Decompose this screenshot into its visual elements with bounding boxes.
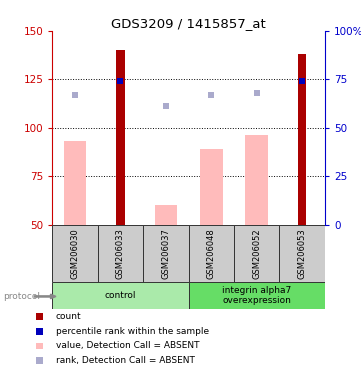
Text: GSM206048: GSM206048 <box>207 228 216 279</box>
Text: protocol: protocol <box>4 292 40 301</box>
Bar <box>52 225 98 282</box>
Bar <box>298 54 306 225</box>
Text: GSM206052: GSM206052 <box>252 228 261 279</box>
Bar <box>189 282 325 309</box>
Text: percentile rank within the sample: percentile rank within the sample <box>56 327 209 336</box>
Text: GSM206030: GSM206030 <box>70 228 79 279</box>
Bar <box>143 225 189 282</box>
Text: GSM206037: GSM206037 <box>161 228 170 279</box>
Bar <box>234 225 279 282</box>
Text: GSM206033: GSM206033 <box>116 228 125 279</box>
Bar <box>64 141 86 225</box>
Text: control: control <box>105 291 136 300</box>
Bar <box>116 50 125 225</box>
Bar <box>52 282 189 309</box>
Bar <box>200 149 223 225</box>
Text: rank, Detection Call = ABSENT: rank, Detection Call = ABSENT <box>56 356 195 365</box>
Bar <box>189 225 234 282</box>
Text: GSM206053: GSM206053 <box>298 228 307 279</box>
Bar <box>98 225 143 282</box>
Title: GDS3209 / 1415857_at: GDS3209 / 1415857_at <box>111 17 266 30</box>
Bar <box>245 136 268 225</box>
Bar <box>155 205 177 225</box>
Text: count: count <box>56 312 82 321</box>
Text: integrin alpha7
overexpression: integrin alpha7 overexpression <box>222 286 291 305</box>
Bar <box>279 225 325 282</box>
Text: value, Detection Call = ABSENT: value, Detection Call = ABSENT <box>56 341 200 351</box>
